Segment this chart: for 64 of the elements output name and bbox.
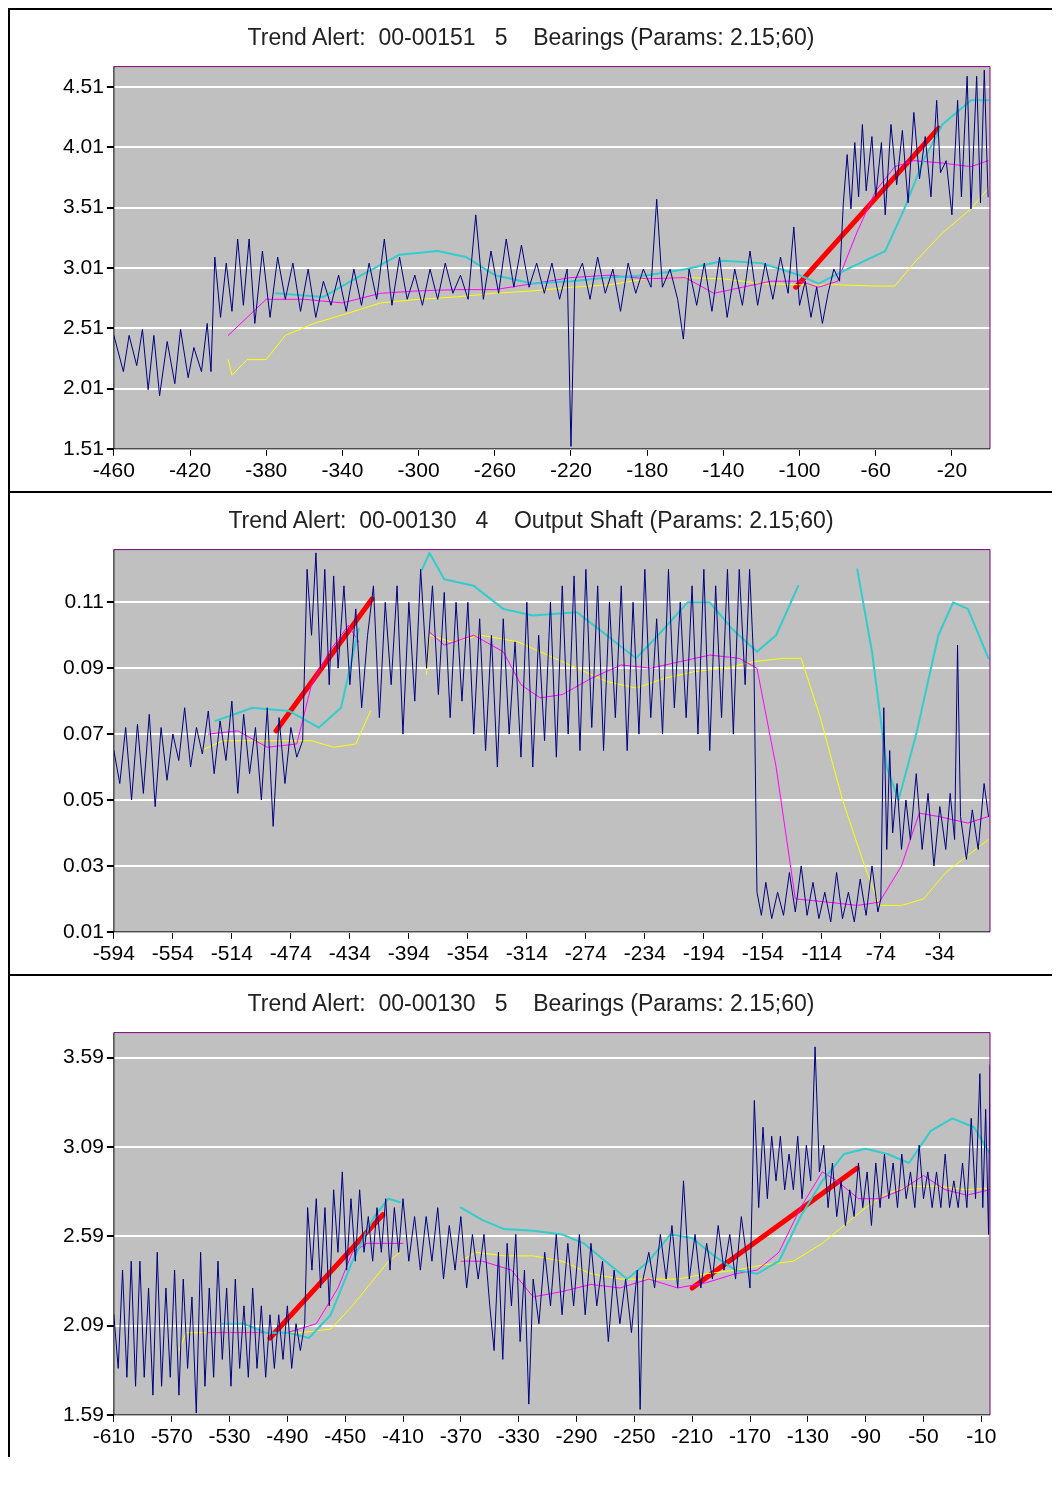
x-tick-label: -490 bbox=[266, 1424, 309, 1448]
x-tick-label: -394 bbox=[387, 941, 431, 965]
x-tick-label: -594 bbox=[92, 941, 136, 965]
y-tick-label: 4.01 bbox=[63, 134, 104, 158]
chart-title: Trend Alert: 00-00130 5 Bearings (Params: 2.15;60) bbox=[246, 990, 816, 1017]
x-tick-label: -250 bbox=[613, 1424, 656, 1448]
x-tick-label: -340 bbox=[321, 458, 364, 482]
y-tick-label: 2.01 bbox=[63, 375, 104, 399]
y-tick-label: 3.51 bbox=[63, 194, 104, 218]
y-tick-label: 1.51 bbox=[63, 435, 104, 459]
x-tick-label: -194 bbox=[682, 941, 726, 965]
y-tick-label: 0.05 bbox=[63, 786, 104, 810]
y-tick-label: 2.09 bbox=[63, 1312, 104, 1336]
x-tick-label: -274 bbox=[564, 941, 608, 965]
x-tick-label: -530 bbox=[208, 1424, 251, 1448]
y-tick-label: 2.59 bbox=[63, 1223, 104, 1246]
x-tick-label: -114 bbox=[801, 941, 843, 965]
y-tick-label: 0.11 bbox=[64, 589, 104, 613]
y-tick-label: 0.03 bbox=[63, 852, 104, 876]
x-tick-label: -570 bbox=[150, 1424, 193, 1448]
x-tick-label: -474 bbox=[269, 941, 313, 965]
x-tick-label: -100 bbox=[778, 458, 821, 482]
x-tick-label: -60 bbox=[860, 458, 891, 482]
y-tick-label: 4.51 bbox=[63, 73, 104, 97]
x-tick-label: -420 bbox=[169, 458, 212, 482]
y-tick-label: 3.59 bbox=[63, 1044, 104, 1068]
x-tick-label: -610 bbox=[92, 1424, 135, 1448]
x-tick-label: -234 bbox=[623, 941, 667, 965]
x-tick-label: -154 bbox=[741, 941, 785, 965]
x-tick-label: -410 bbox=[382, 1424, 425, 1448]
x-tick-label: -170 bbox=[728, 1424, 772, 1448]
x-tick-label: -130 bbox=[786, 1424, 829, 1448]
x-tick-label: -354 bbox=[446, 941, 490, 965]
x-tick-label: -290 bbox=[555, 1424, 598, 1448]
x-tick-label: -10 bbox=[966, 1424, 997, 1448]
x-tick-label: -260 bbox=[473, 458, 516, 482]
chart-title: Trend Alert: 00-00130 4 Output Shaft (Params: 2.15;60) bbox=[227, 507, 835, 534]
x-tick-label: -220 bbox=[549, 458, 592, 482]
y-tick-label: 0.07 bbox=[63, 720, 104, 744]
x-tick-label: -180 bbox=[626, 458, 669, 482]
x-tick-label: -554 bbox=[151, 941, 195, 965]
chart-title: Trend Alert: 00-00151 5 Bearings (Params: 2.15;60) bbox=[246, 24, 816, 51]
y-tick-label: 2.51 bbox=[63, 315, 104, 339]
y-tick-label: 0.01 bbox=[63, 918, 104, 942]
y-tick-label: 3.01 bbox=[63, 254, 104, 278]
x-tick-label: -20 bbox=[936, 458, 968, 482]
x-tick-label: -300 bbox=[397, 458, 440, 482]
x-tick-label: -74 bbox=[865, 941, 897, 965]
x-tick-label: -50 bbox=[908, 1424, 939, 1448]
y-tick-label: 1.59 bbox=[63, 1401, 104, 1425]
x-tick-label: -460 bbox=[92, 458, 135, 482]
x-tick-label: -370 bbox=[439, 1424, 482, 1448]
y-tick-label: 3.09 bbox=[63, 1133, 104, 1157]
y-tick-label: 0.09 bbox=[63, 655, 104, 679]
x-tick-label: -314 bbox=[505, 941, 549, 965]
x-tick-label: -450 bbox=[324, 1424, 367, 1448]
x-tick-label: -434 bbox=[328, 941, 372, 965]
x-tick-label: -380 bbox=[245, 458, 288, 482]
x-tick-label: -210 bbox=[671, 1424, 714, 1448]
x-tick-label: -140 bbox=[702, 458, 745, 482]
x-tick-label: -90 bbox=[850, 1424, 881, 1448]
x-tick-label: -514 bbox=[210, 941, 254, 965]
x-tick-label: -34 bbox=[924, 941, 956, 965]
x-tick-label: -330 bbox=[497, 1424, 540, 1448]
